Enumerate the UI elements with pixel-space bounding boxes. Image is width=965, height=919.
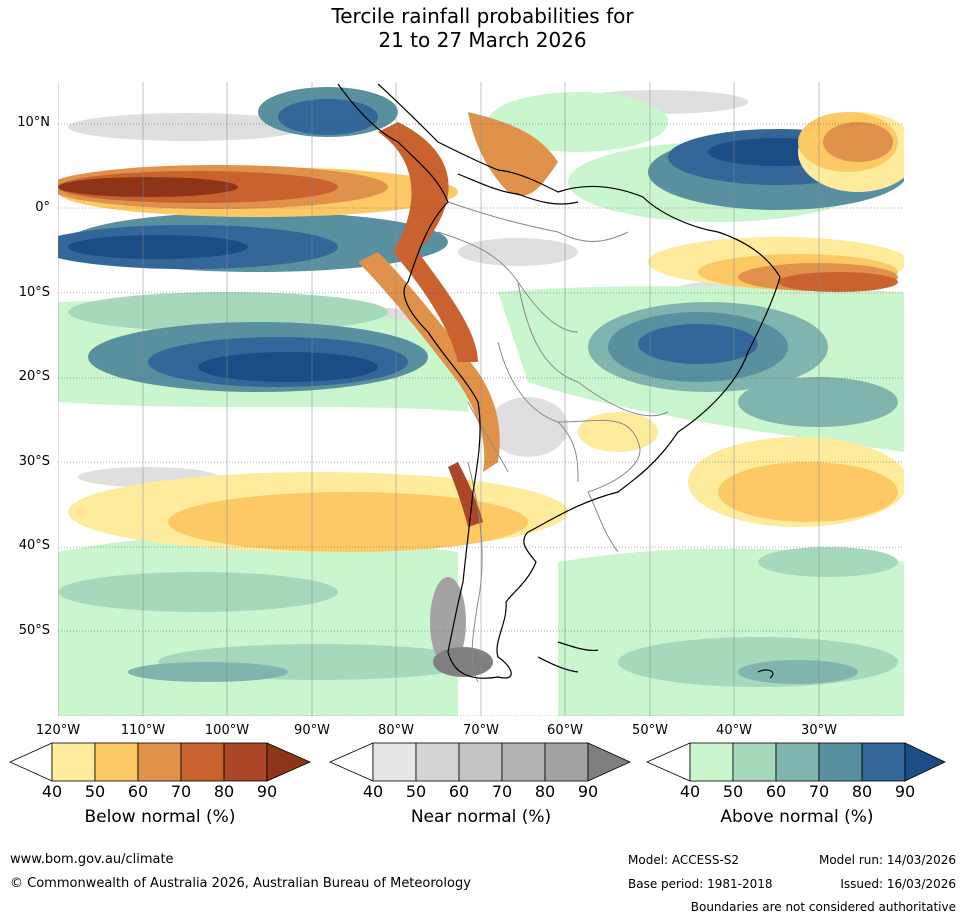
lat-label-20s: 20°S (18, 369, 50, 384)
lon-label-70w: 70°W (463, 723, 499, 738)
legend-title-below: Below normal (%) (84, 807, 236, 827)
tick-below-70: 70 (170, 782, 192, 801)
lon-label-90w: 90°W (294, 723, 330, 738)
colorbar-above-cell-6 (904, 742, 946, 782)
legend-below-normal (9, 742, 311, 782)
issued-date: Issued: 16/03/2026 (840, 877, 956, 891)
colorbar-above (646, 742, 946, 782)
legend-above-normal (646, 742, 947, 782)
colorbar-near-cell-4 (501, 742, 546, 782)
andes-dry-band (358, 112, 558, 527)
title-line-2: 21 to 27 March 2026 (378, 28, 587, 52)
boundary-disclaimer: Boundaries are not considered authoritat… (690, 900, 956, 914)
tick-below-90: 90 (256, 782, 278, 801)
lon-label-60w: 60°W (547, 723, 583, 738)
colorbar-near-cell-5 (544, 742, 589, 782)
colorbar-above-cell-2 (732, 742, 777, 782)
lon-label-30w: 30°W (801, 723, 837, 738)
country-borders (437, 201, 669, 683)
colorbar-below-cell-0 (9, 742, 53, 782)
lat-label-10n: 10°N (17, 115, 50, 130)
lon-label-40w: 40°W (716, 723, 752, 738)
patagonia-near-normal (430, 577, 493, 677)
colorbar-near-cell-6 (587, 742, 631, 782)
tick-near-70: 70 (491, 782, 513, 801)
base-period: Base period: 1981-2018 (628, 877, 773, 891)
colorbar-near-cell-3 (458, 742, 503, 782)
above-normal-mid (58, 292, 898, 687)
tick-below-50: 50 (84, 782, 106, 801)
lon-label-110w: 110°W (120, 723, 166, 738)
colorbar-below-cell-5 (223, 742, 268, 782)
colorbar-below-cell-4 (180, 742, 225, 782)
tick-near-60: 60 (448, 782, 470, 801)
colorbar-near (329, 742, 631, 782)
colorbar-near-cell-0 (329, 742, 374, 782)
map-title: Tercile rainfall probabilities for 21 to… (0, 4, 965, 52)
tick-near-40: 40 (362, 782, 384, 801)
model-run-date: Model run: 14/03/2026 (818, 853, 956, 867)
lat-label-0: 0° (35, 200, 50, 215)
legend-title-near: Near normal (%) (410, 807, 552, 827)
tick-below-80: 80 (213, 782, 235, 801)
tick-near-50: 50 (405, 782, 427, 801)
lon-label-100w: 100°W (204, 723, 250, 738)
legend-near-normal (329, 742, 631, 782)
colorbar-above-cell-0 (646, 742, 691, 782)
colorbar-above-cell-4 (818, 742, 863, 782)
tick-above-60: 60 (765, 782, 787, 801)
tick-above-80: 80 (851, 782, 873, 801)
lat-label-30s: 30°S (18, 454, 50, 469)
colorbar-below (9, 742, 311, 782)
meridians (58, 82, 820, 716)
tick-near-80: 80 (534, 782, 556, 801)
lon-label-120w: 120°W (35, 723, 81, 738)
website-link[interactable]: www.bom.gov.au/climate (10, 852, 174, 867)
model-name: Model: ACCESS-S2 (628, 853, 740, 867)
lon-label-80w: 80°W (378, 723, 414, 738)
tick-above-50: 50 (722, 782, 744, 801)
tick-below-60: 60 (127, 782, 149, 801)
colorbar-near-cell-2 (415, 742, 460, 782)
tick-below-40: 40 (41, 782, 63, 801)
tick-above-90: 90 (894, 782, 916, 801)
tick-above-70: 70 (808, 782, 830, 801)
colorbar-below-cell-2 (94, 742, 139, 782)
copyright-notice: © Commonwealth of Australia 2026, Austra… (10, 876, 471, 891)
below-normal-deep (58, 177, 238, 197)
legend-title-above: Above normal (%) (720, 807, 874, 827)
colorbar-near-cell-1 (372, 742, 417, 782)
colorbar-above-cell-1 (689, 742, 734, 782)
colorbar-below-cell-6 (266, 742, 311, 782)
coastline (337, 83, 781, 679)
colorbar-below-cell-3 (137, 742, 182, 782)
tick-above-40: 40 (679, 782, 701, 801)
tick-near-90: 90 (577, 782, 599, 801)
lat-label-50s: 50°S (18, 623, 50, 638)
colorbar-below-cell-1 (51, 742, 96, 782)
title-line-1: Tercile rainfall probabilities for (331, 4, 634, 28)
colorbar-above-cell-5 (861, 742, 906, 782)
probability-map (58, 82, 904, 716)
lon-label-50w: 50°W (632, 723, 668, 738)
lat-label-10s: 10°S (18, 285, 50, 300)
lat-label-40s: 40°S (18, 538, 50, 553)
colorbar-above-cell-3 (775, 742, 820, 782)
